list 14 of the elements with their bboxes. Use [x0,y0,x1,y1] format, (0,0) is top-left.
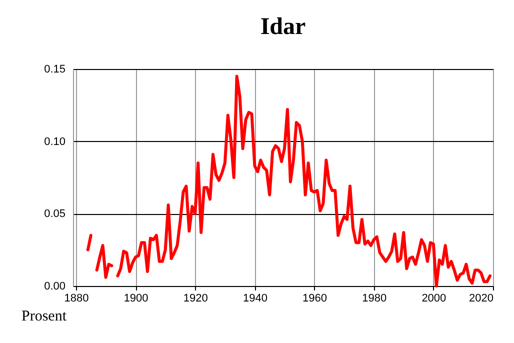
x-tick-label: 1880 [64,292,89,304]
chart-title: Idar [260,14,306,40]
x-tick-label: 1980 [362,292,387,304]
x-tick-label: 2000 [422,292,446,304]
y-tick-label: 0.05 [44,208,66,220]
x-tick-label: 1900 [124,292,148,304]
y-tick-label: 0.00 [44,280,66,292]
x-tick-label: 1920 [183,292,208,304]
y-axis-title: Prosent [22,308,68,324]
x-tick-label: 2020 [469,292,494,304]
x-tick-label: 1960 [302,292,328,304]
y-tick-label: 0.15 [44,64,66,76]
y-tick-label: 0.10 [44,136,66,148]
x-tick-label: 1940 [242,292,268,304]
